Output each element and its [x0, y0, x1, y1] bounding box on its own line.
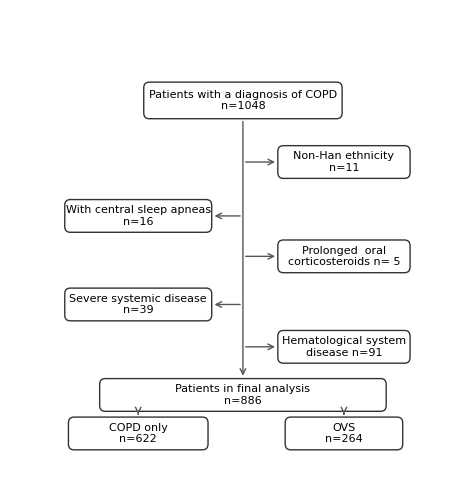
FancyBboxPatch shape: [278, 146, 410, 178]
FancyBboxPatch shape: [278, 240, 410, 272]
Text: Patients in final analysis
n=886: Patients in final analysis n=886: [175, 384, 310, 406]
Text: Hematological system
disease n=91: Hematological system disease n=91: [282, 336, 406, 357]
Text: COPD only
n=622: COPD only n=622: [109, 422, 168, 444]
FancyBboxPatch shape: [278, 330, 410, 363]
Text: With central sleep apneas
n=16: With central sleep apneas n=16: [66, 205, 211, 227]
FancyBboxPatch shape: [100, 378, 386, 412]
Text: Patients with a diagnosis of COPD
n=1048: Patients with a diagnosis of COPD n=1048: [149, 90, 337, 111]
FancyBboxPatch shape: [65, 288, 212, 321]
Text: Severe systemic disease
n=39: Severe systemic disease n=39: [69, 294, 207, 316]
FancyBboxPatch shape: [144, 82, 342, 118]
Text: Prolonged  oral
corticosteroids n= 5: Prolonged oral corticosteroids n= 5: [288, 246, 400, 267]
Text: Non-Han ethnicity
n=11: Non-Han ethnicity n=11: [293, 151, 394, 173]
FancyBboxPatch shape: [65, 200, 212, 232]
FancyBboxPatch shape: [68, 417, 208, 450]
FancyBboxPatch shape: [285, 417, 403, 450]
Text: OVS
n=264: OVS n=264: [325, 422, 363, 444]
